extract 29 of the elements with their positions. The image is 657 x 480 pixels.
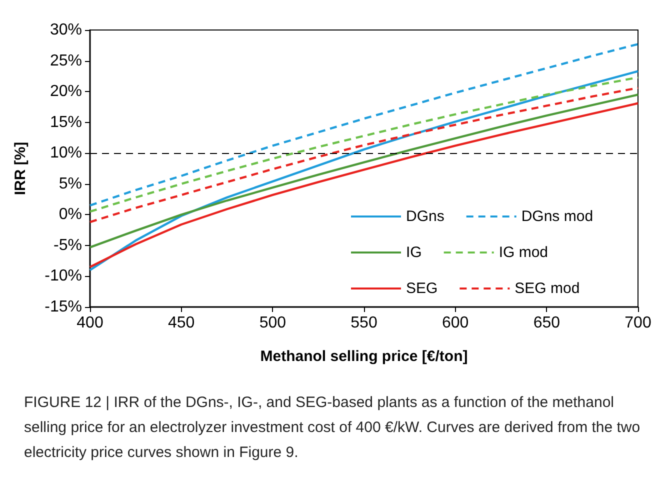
y-tick-label: 30% <box>50 22 82 38</box>
y-tick-label: 25% <box>50 52 82 70</box>
legend-label: IG mod <box>498 244 548 261</box>
y-axis-title: IRR [%] <box>12 142 29 196</box>
legend-label: IG <box>406 244 422 261</box>
x-tick-label: 400 <box>76 314 104 332</box>
legend-label: DGns <box>406 208 444 225</box>
y-tick-label: 5% <box>58 175 82 192</box>
x-tick-label: 600 <box>442 314 469 332</box>
y-tick-label: -10% <box>44 268 82 285</box>
y-tick-label: 15% <box>50 114 82 131</box>
y-tick-label: -5% <box>54 236 82 254</box>
caption: FIGURE 12 | IRR of the DGns-, IG-, and SEG-based plants as a function of the methanol selling price for an electrolyzer investment cost of 400 €/kW. Curves are derived from the two electricity price curves shown in Figure 9. <box>24 393 642 463</box>
legend-label: DGns mod <box>521 208 594 225</box>
line-series <box>88 102 640 268</box>
x-tick-label: 550 <box>350 314 378 332</box>
y-tick-label: 10% <box>50 144 82 162</box>
y-tick-label: 0% <box>58 206 82 224</box>
x-tick-label: 700 <box>624 314 652 332</box>
x-axis-title: Methanol selling price [€/ton] <box>260 348 468 365</box>
legend-label: SEG mod <box>514 280 580 297</box>
x-tick-label: 500 <box>259 314 286 332</box>
legend-label: SEG <box>406 280 438 297</box>
y-tick-label: -15% <box>44 298 82 316</box>
y-tick-label: 20% <box>50 83 82 100</box>
line-series <box>88 43 640 207</box>
line-series <box>88 70 640 272</box>
x-tick-label: 450 <box>168 314 195 332</box>
x-tick-label: 650 <box>533 314 560 332</box>
